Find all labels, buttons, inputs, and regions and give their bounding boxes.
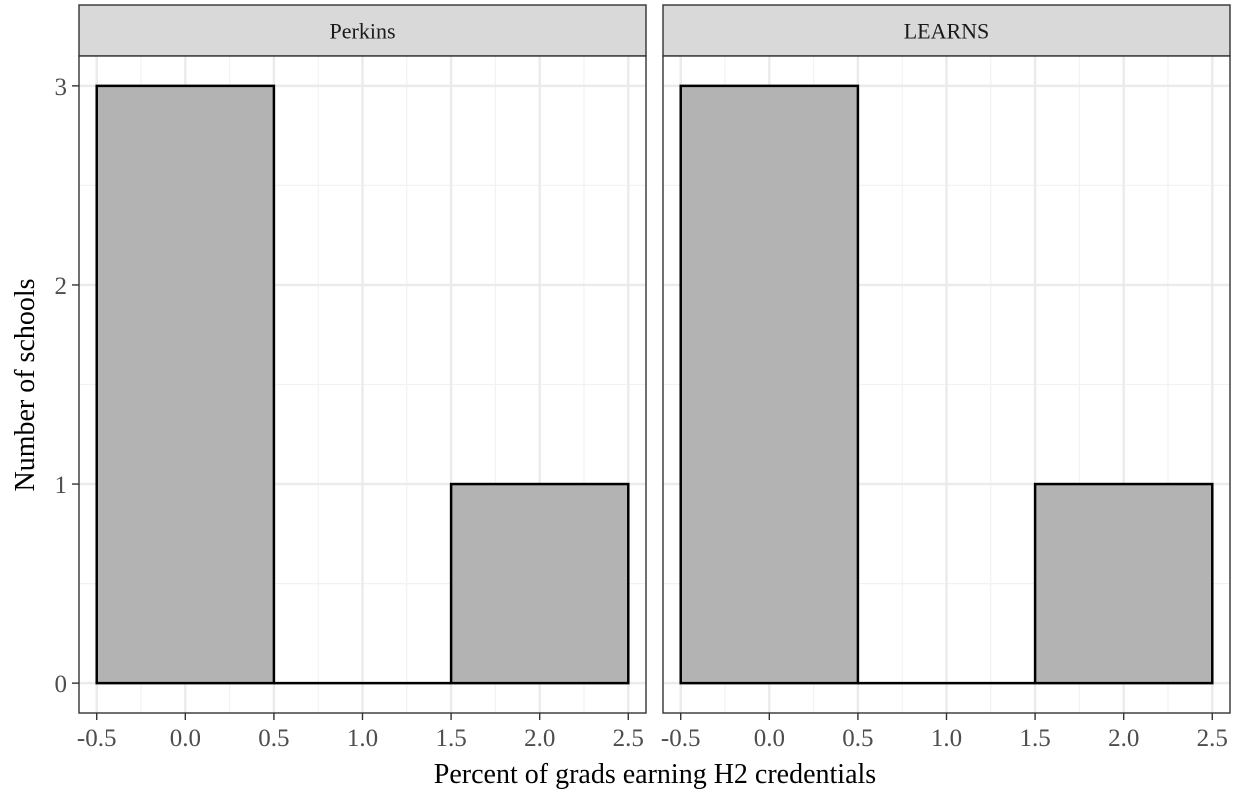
facet-panel-learns: LEARNS -0.5 0.0 0.5 1.0 1.5 2.0 2.5 xyxy=(661,4,1231,752)
x-tick-label: 2.5 xyxy=(613,725,644,752)
x-tick-label: 2.0 xyxy=(524,725,555,752)
histogram-bar xyxy=(679,84,860,685)
y-axis-title: Number of schools xyxy=(10,278,41,491)
x-tick-label: 0.0 xyxy=(754,725,785,752)
histogram-bar xyxy=(1033,482,1214,685)
y-tick-label: 1 xyxy=(55,472,68,499)
histogram-bar xyxy=(95,84,276,685)
y-tick-label: 0 xyxy=(55,671,68,698)
x-tick-label: 0.5 xyxy=(842,725,873,752)
y-tick-label: 2 xyxy=(55,273,68,300)
facet-panels: Perkins -0.5 0.0 0.5 1.0 1.5 2.0 2.5 0 1 2 3 LEARNS -… xyxy=(55,4,1231,752)
x-tick-label: 2.0 xyxy=(1108,725,1139,752)
x-tick-label: -0.5 xyxy=(661,725,701,752)
facet-strip-label: Perkins xyxy=(330,19,396,44)
facet-strip-label: LEARNS xyxy=(904,19,990,44)
x-tick-label: 0.5 xyxy=(258,725,289,752)
histogram-bar xyxy=(449,482,630,685)
x-tick-label: -0.5 xyxy=(77,725,117,752)
facet-panel-perkins: Perkins -0.5 0.0 0.5 1.0 1.5 2.0 2.5 0 1 2 3 xyxy=(55,4,647,752)
x-tick-label: 1.5 xyxy=(1019,725,1050,752)
x-tick-label: 1.5 xyxy=(435,725,466,752)
x-tick-label: 1.0 xyxy=(931,725,962,752)
x-axis-title: Percent of grads earning H2 credentials xyxy=(434,759,876,790)
y-tick-label: 3 xyxy=(55,74,68,101)
x-tick-label: 1.0 xyxy=(347,725,378,752)
x-tick-label: 0.0 xyxy=(170,725,201,752)
facet-strip xyxy=(78,4,647,57)
x-tick-label: 2.5 xyxy=(1197,725,1228,752)
